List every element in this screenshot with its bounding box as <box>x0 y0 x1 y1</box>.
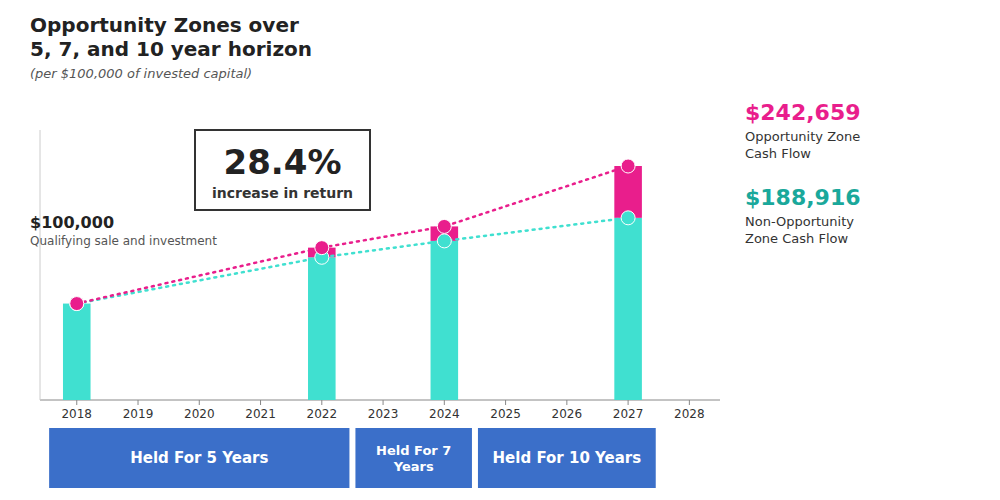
bar <box>614 166 642 218</box>
period-label: Held For 5 Years <box>130 449 268 467</box>
x-tick-label: 2018 <box>61 407 92 421</box>
bar <box>63 304 91 400</box>
period-label: Held For 10 Years <box>493 449 642 467</box>
annotation: $188,916 <box>745 185 861 210</box>
period-label: Held For 7Years <box>376 443 451 474</box>
callout-text: increase in return <box>212 185 353 201</box>
annotation: Opportunity Zone <box>745 129 860 144</box>
bar <box>308 257 336 400</box>
x-tick-label: 2019 <box>123 407 154 421</box>
annotation: Cash Flow <box>745 146 811 161</box>
line <box>77 218 628 304</box>
subtitle: (per $100,000 of invested capital) <box>30 66 252 81</box>
title: Opportunity Zones over5, 7, and 10 year … <box>30 13 312 61</box>
bar <box>614 218 642 400</box>
x-tick-label: 2025 <box>490 407 521 421</box>
page: {"chart_data": { "type": "bar", "title":… <box>0 0 1000 500</box>
y-axis-line <box>40 130 41 400</box>
annotation: Zone Cash Flow <box>745 231 848 246</box>
point <box>70 297 84 311</box>
x-tick-label: 2027 <box>613 407 644 421</box>
x-tick <box>138 400 139 405</box>
x-tick <box>321 400 322 405</box>
x-tick-label: 2021 <box>245 407 276 421</box>
x-tick <box>628 400 629 405</box>
x-tick-label: 2028 <box>674 407 705 421</box>
period-box <box>478 428 656 488</box>
annotation: Qualifying sale and investment <box>30 234 217 248</box>
x-tick <box>689 400 690 405</box>
x-tick-label: 2020 <box>184 407 215 421</box>
marks <box>63 159 642 400</box>
x-tick-label: 2026 <box>552 407 583 421</box>
point <box>437 219 451 233</box>
point <box>621 159 635 173</box>
period-box <box>355 428 472 488</box>
annotation: Non-Opportunity <box>745 214 854 229</box>
period-box <box>49 428 349 488</box>
x-tick <box>505 400 506 405</box>
x-tick-label: 2024 <box>429 407 460 421</box>
x-tick <box>199 400 200 405</box>
x-tick-label: 2023 <box>368 407 399 421</box>
x-tick <box>76 400 77 405</box>
point <box>70 297 84 311</box>
period-label-line: Years <box>393 459 434 474</box>
bar <box>431 241 459 400</box>
period-label-line: Held For 7 <box>376 443 451 458</box>
x-tick <box>444 400 445 405</box>
callout-box <box>195 130 370 210</box>
x-tick-label: 2022 <box>307 407 338 421</box>
point <box>315 241 329 255</box>
annotation: $100,000 <box>30 213 114 232</box>
title-line: Opportunity Zones over <box>30 13 299 37</box>
x-tick <box>260 400 261 405</box>
annotation: $242,659 <box>745 100 861 125</box>
x-tick <box>383 400 384 405</box>
chart: Opportunity Zones over5, 7, and 10 year … <box>0 0 1000 500</box>
point <box>621 211 635 225</box>
point <box>437 234 451 248</box>
x-tick <box>566 400 567 405</box>
callout-value: 28.4% <box>224 142 342 182</box>
title-line: 5, 7, and 10 year horizon <box>30 37 312 61</box>
